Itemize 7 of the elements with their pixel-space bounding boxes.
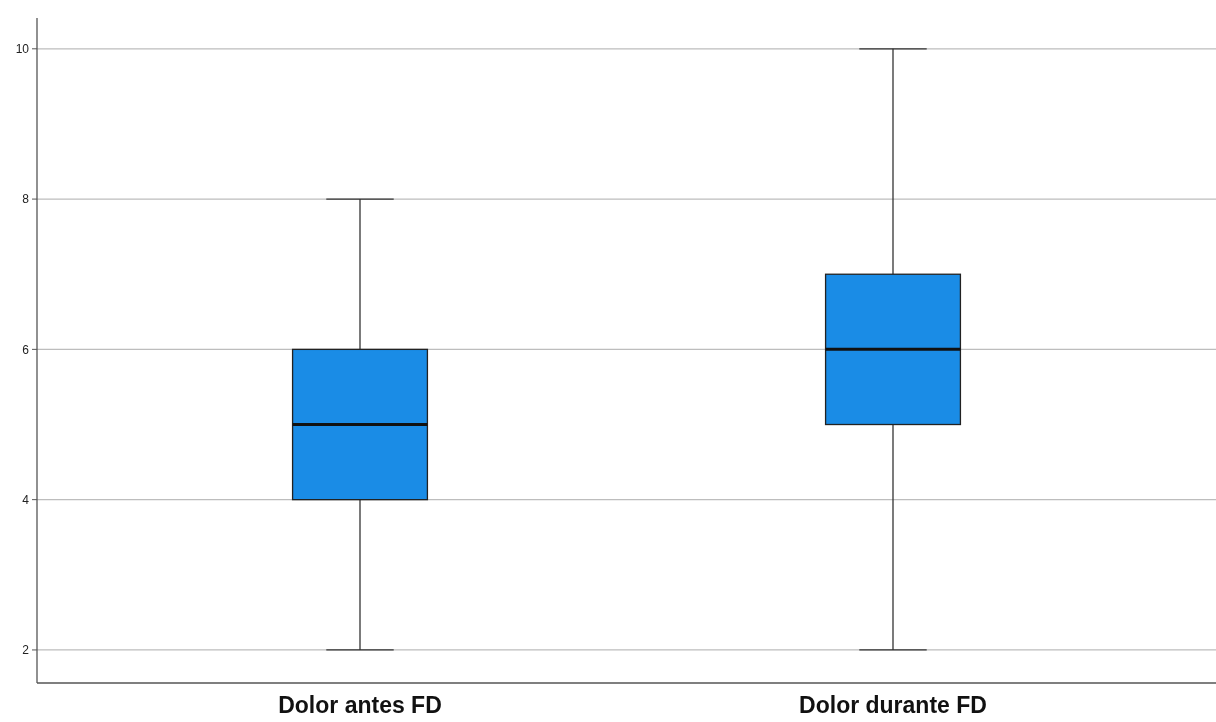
y-tick-label: 6 (22, 342, 30, 357)
y-tick-label: 4 (22, 492, 30, 507)
y-tick-label: 2 (22, 643, 30, 658)
y-tick-label: 8 (22, 192, 30, 207)
x-tick-label: Dolor antes FD (278, 692, 442, 718)
x-tick-label: Dolor durante FD (799, 692, 987, 718)
y-tick-label: 10 (15, 42, 30, 57)
